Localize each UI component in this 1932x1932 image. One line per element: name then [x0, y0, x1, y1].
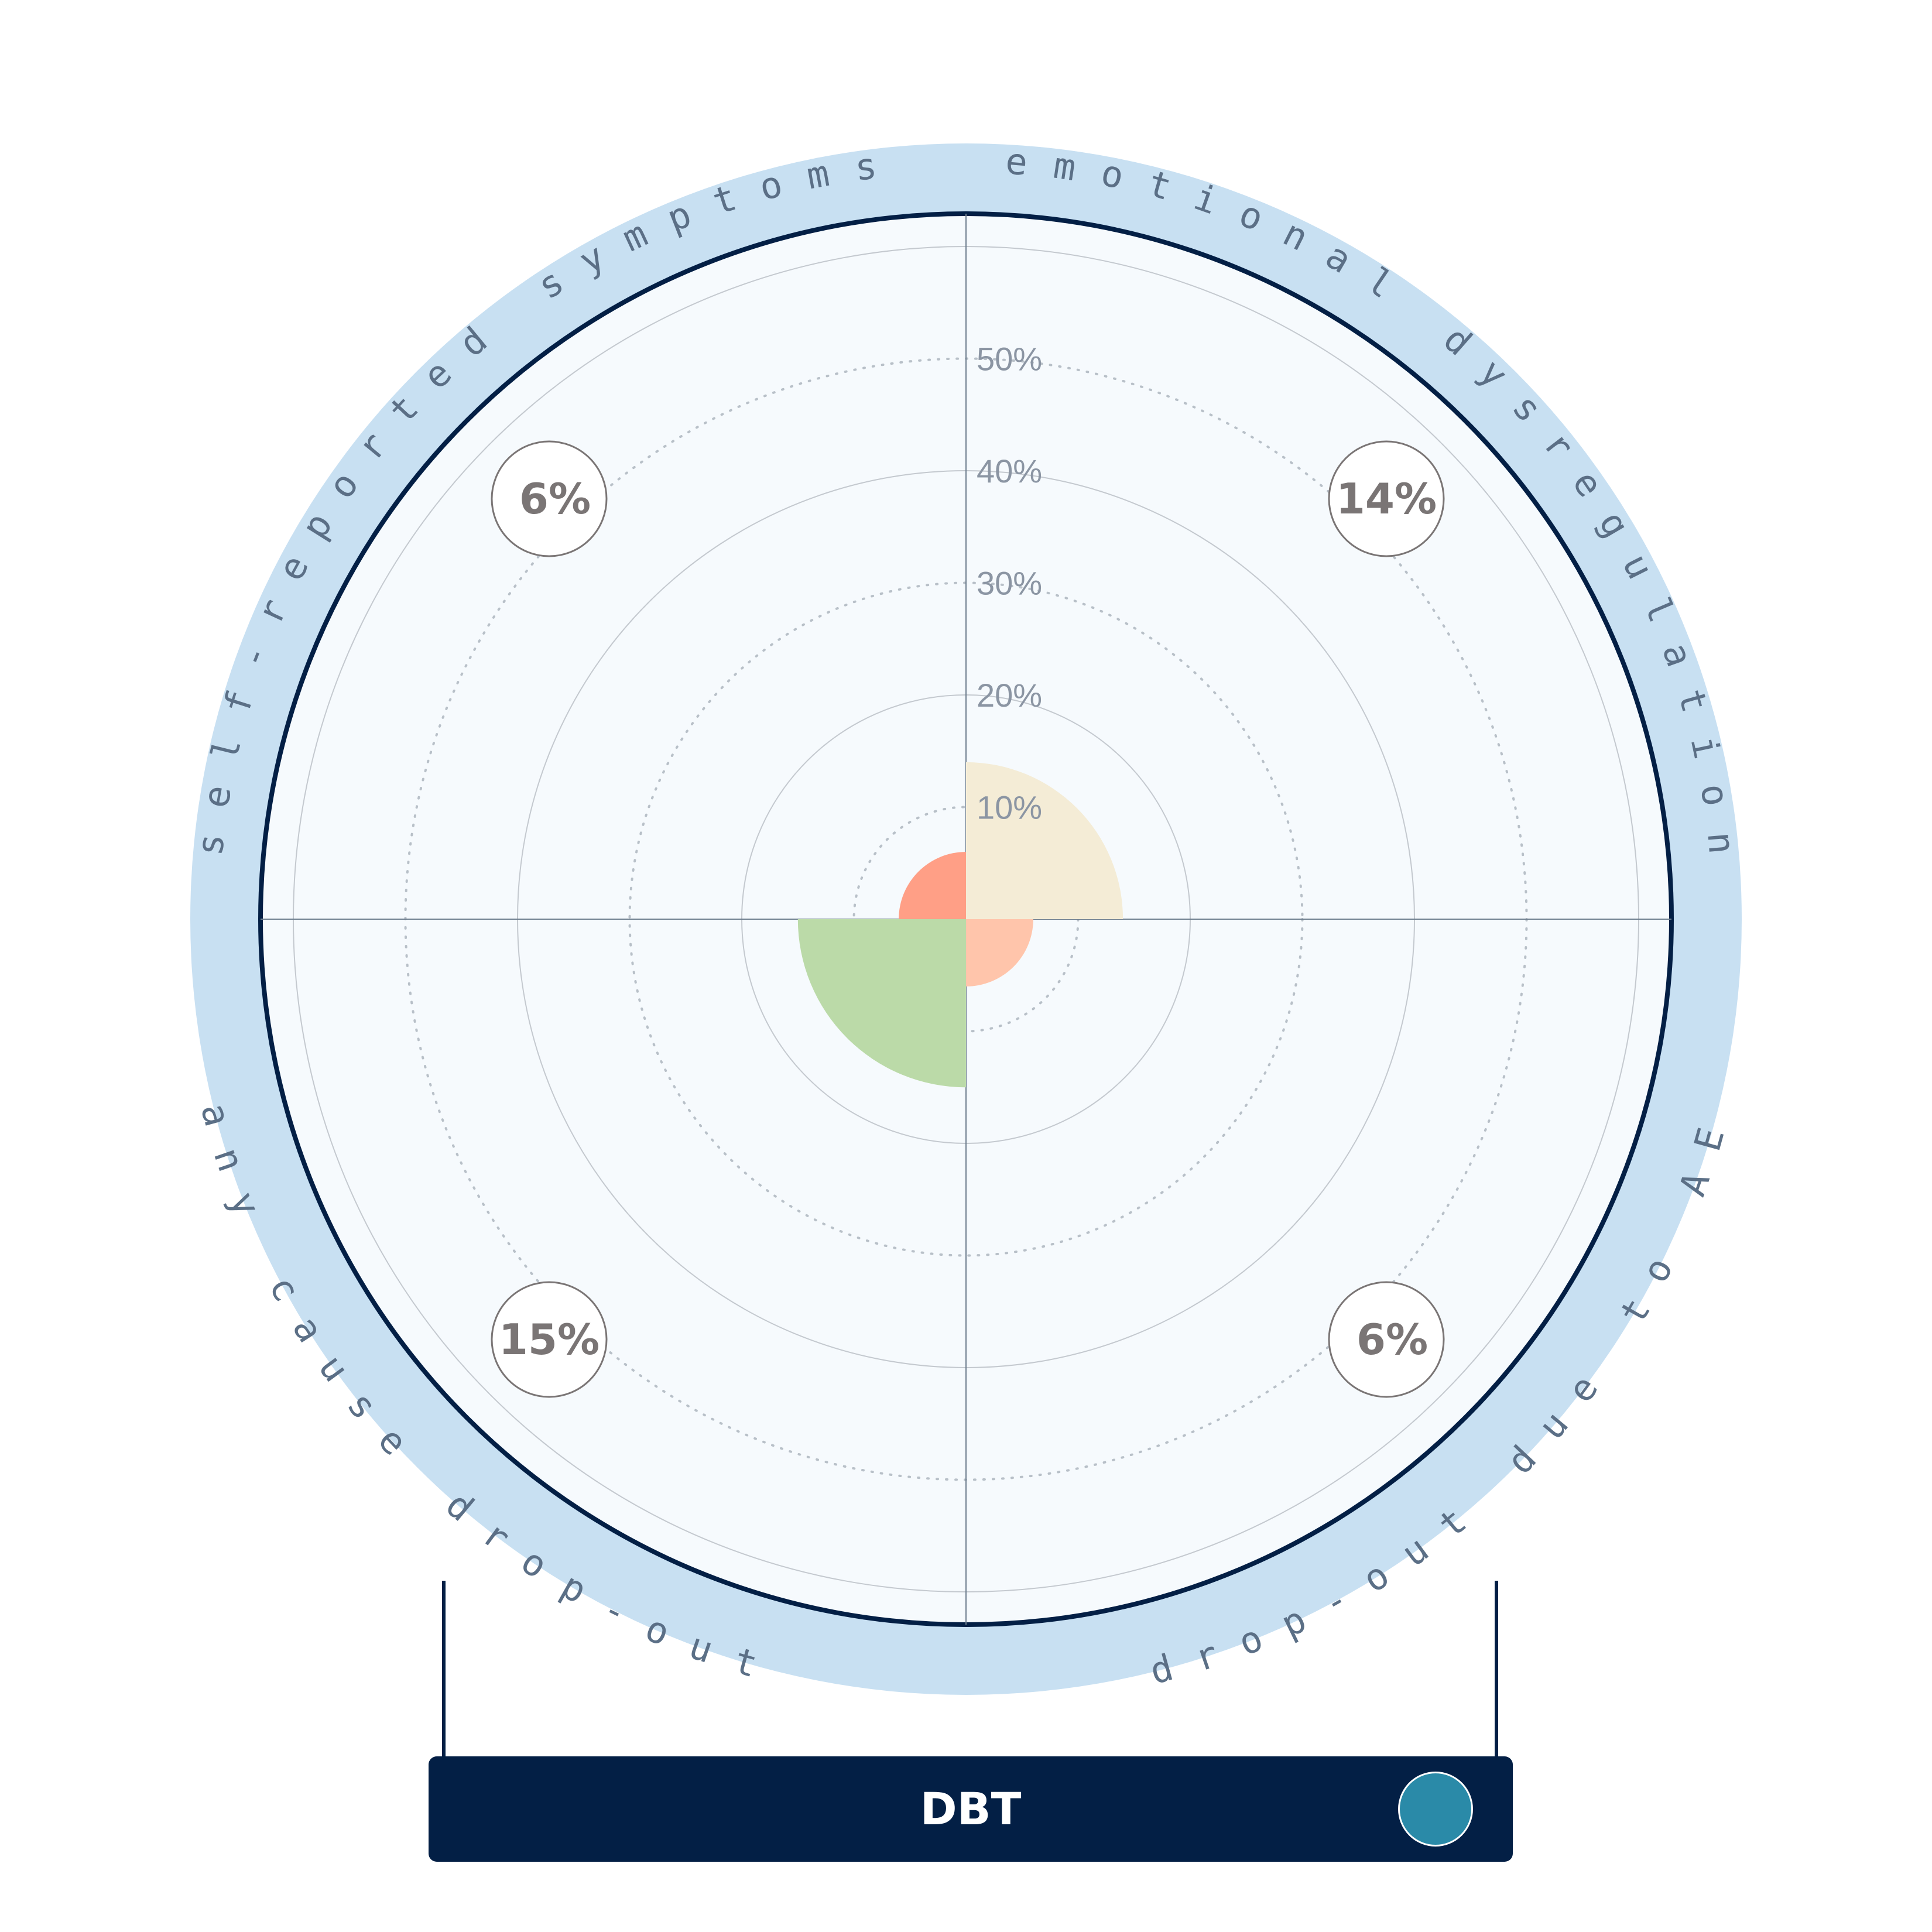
treatment-label: DBT: [920, 1783, 1022, 1835]
badge-dropout-ae: 6%: [1328, 1281, 1445, 1398]
bar-any-cause-drop-out: [797, 919, 966, 1088]
badge-self-reported: 6%: [491, 440, 608, 557]
segment-bars: [797, 762, 1123, 1088]
tick-label-30: 30%: [977, 565, 1042, 602]
tick-label-20: 20%: [977, 677, 1042, 714]
tick-label-10: 10%: [977, 789, 1042, 826]
bar-drop-out-due-to-ae: [966, 919, 1033, 986]
badge-dropout-ae-value: 6%: [1356, 1315, 1428, 1364]
badge-self-reported-value: 6%: [519, 474, 591, 523]
tick-label-50: 50%: [977, 341, 1042, 378]
badge-emotional-value: 14%: [1336, 474, 1437, 523]
badge-emotional: 14%: [1328, 440, 1445, 557]
radial-tick-labels: 10% 20% 30% 40% 50%: [977, 341, 1042, 826]
badge-any-cause-value: 15%: [499, 1315, 600, 1364]
bar-self-reported-symptoms: [899, 852, 966, 919]
badge-any-cause: 15%: [491, 1281, 608, 1398]
bar-emotional-dysregulation: [966, 762, 1123, 919]
treatment-color-dot: [1398, 1772, 1473, 1847]
treatment-bar: DBT: [429, 1756, 1513, 1862]
tick-label-40: 40%: [977, 453, 1042, 489]
